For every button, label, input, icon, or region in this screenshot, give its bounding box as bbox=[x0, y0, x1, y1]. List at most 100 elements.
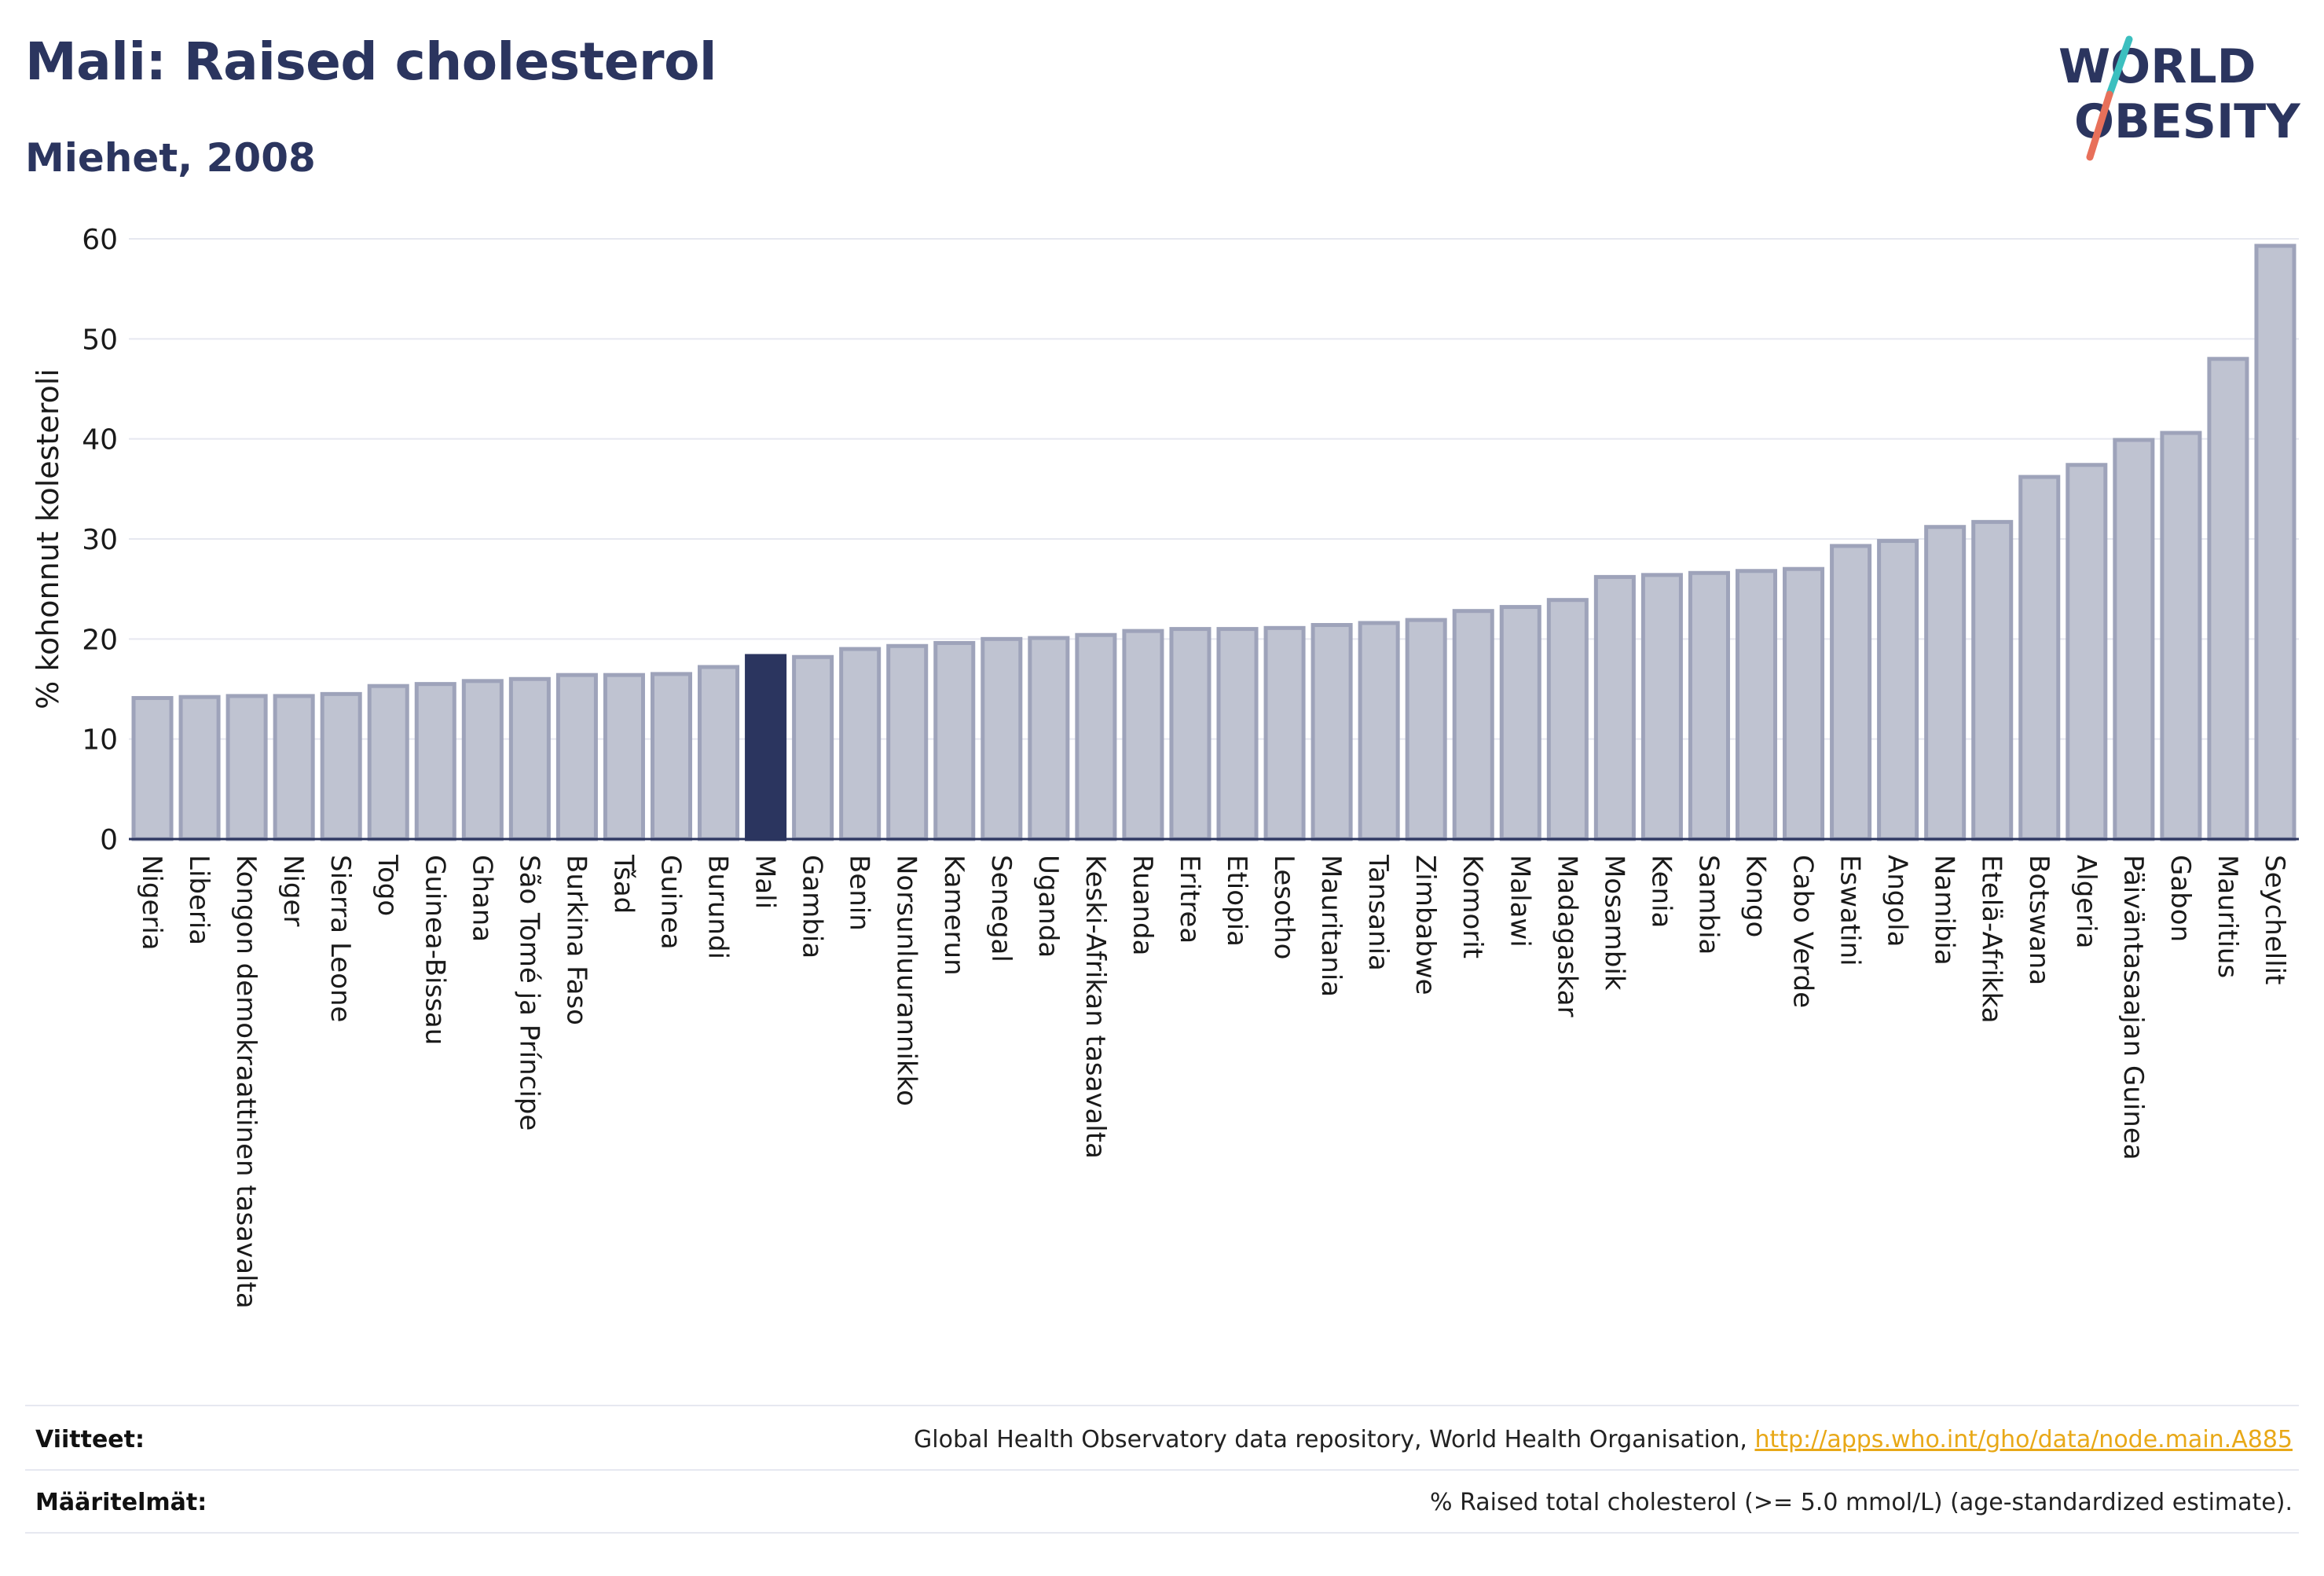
bar-gambia bbox=[792, 654, 834, 841]
footer-divider-middle bbox=[25, 1469, 2299, 1471]
bar-mosambik bbox=[1593, 574, 1636, 841]
bar-mali bbox=[745, 654, 787, 841]
bar-norsunluurannikko bbox=[886, 643, 929, 841]
x-tick-label: Eritrea bbox=[1174, 855, 1205, 944]
bar-burundi bbox=[698, 665, 740, 841]
y-axis-ticks: 0 10 20 30 40 50 60 bbox=[82, 224, 118, 856]
footer-divider-top bbox=[25, 1405, 2299, 1406]
sources-label: Viitteet: bbox=[35, 1426, 145, 1453]
x-tick-label: Kongon demokraattinen tasavalta bbox=[230, 855, 262, 1309]
x-tick-label: Päiväntasaajan Guinea bbox=[2117, 855, 2149, 1160]
bar-kongon-demokraattinen-tasavalta bbox=[225, 694, 268, 841]
x-tick-label: Mosambik bbox=[1598, 855, 1629, 991]
x-tick-label: Ghana bbox=[466, 855, 497, 942]
x-tick-label: Togo bbox=[372, 854, 403, 916]
x-tick-label: Algeria bbox=[2070, 855, 2102, 948]
y-tick-label: 40 bbox=[82, 424, 118, 456]
bar-senegal bbox=[981, 636, 1023, 841]
x-tick-label: Sambia bbox=[1692, 855, 1724, 955]
logo-slash-top bbox=[2106, 35, 2133, 98]
bar-sierra-leone bbox=[320, 691, 362, 841]
x-tick-label: Namibia bbox=[1929, 855, 1960, 966]
x-tick-label: Kongo bbox=[1740, 855, 1772, 937]
bar-guinea-bissau bbox=[414, 682, 456, 841]
bar-liberia bbox=[178, 695, 221, 841]
bar-uganda bbox=[1028, 636, 1070, 841]
bar-lesotho bbox=[1263, 625, 1306, 841]
bar-niger bbox=[273, 694, 315, 841]
sources-description: Global Health Observatory data repositor… bbox=[914, 1426, 1755, 1453]
bar-malawi bbox=[1499, 605, 1541, 841]
bar-algeria bbox=[2066, 463, 2108, 841]
x-axis-ticks: Nigeria Liberia Kongon demokraattinen tasa… bbox=[136, 854, 2290, 1309]
bar-burkina-faso bbox=[555, 673, 598, 841]
x-tick-label: São Tomé ja Príncipe bbox=[513, 855, 544, 1131]
x-tick-label: Etiopia bbox=[1221, 855, 1252, 947]
bar-seychellit bbox=[2254, 244, 2297, 841]
y-tick-label: 50 bbox=[82, 324, 118, 356]
bar-togo bbox=[367, 684, 409, 841]
x-tick-label: Kenia bbox=[1645, 855, 1677, 928]
bar-tansania bbox=[1358, 621, 1400, 841]
bar-sambia bbox=[1688, 570, 1730, 841]
bar-eswatini bbox=[1830, 544, 1872, 841]
bar-mauritius bbox=[2207, 357, 2249, 841]
y-tick-label: 30 bbox=[82, 524, 118, 556]
world-obesity-logo: WORLD OBESITY bbox=[2058, 35, 2301, 161]
x-tick-label: Kamerun bbox=[938, 855, 970, 976]
x-tick-label: Senegal bbox=[985, 855, 1017, 962]
x-tick-label: Niger bbox=[277, 855, 309, 926]
x-tick-label: Cabo Verde bbox=[1787, 855, 1819, 1008]
x-tick-label: Eswatini bbox=[1835, 855, 1866, 966]
x-tick-label: Seychellit bbox=[2259, 855, 2290, 984]
x-tick-label: Malawi bbox=[1504, 855, 1535, 947]
x-tick-label: Burkina Faso bbox=[560, 855, 592, 1025]
bar-ruanda bbox=[1122, 629, 1164, 841]
sources-text: Global Health Observatory data repositor… bbox=[914, 1426, 2293, 1453]
bar-gabon bbox=[2160, 431, 2202, 841]
bar-namibia bbox=[1924, 525, 1967, 841]
x-tick-label: Lesotho bbox=[1268, 855, 1299, 959]
bar-angola bbox=[1877, 539, 1919, 841]
x-tick-label: Liberia bbox=[183, 855, 214, 945]
chart-title: Mali: Raised cholesterol bbox=[25, 31, 717, 92]
x-tick-label: Tansania bbox=[1362, 854, 1394, 971]
y-tick-label: 0 bbox=[100, 824, 118, 856]
definitions-label: Määritelmät: bbox=[35, 1489, 207, 1516]
x-tick-label: Keski-Afrikan tasavalta bbox=[1080, 855, 1111, 1159]
sources-link[interactable]: http://apps.who.int/gho/data/node.main.A… bbox=[1754, 1426, 2293, 1453]
logo-line2: OBESITY bbox=[2074, 94, 2301, 149]
bar-madagaskar bbox=[1546, 598, 1589, 841]
x-tick-label: Zimbabwe bbox=[1409, 855, 1441, 995]
logo-line1: WORLD bbox=[2058, 39, 2256, 94]
bar-kenia bbox=[1640, 573, 1683, 841]
logo-slash-bottom bbox=[2086, 90, 2113, 161]
x-tick-label: Mali bbox=[750, 855, 781, 909]
x-tick-label: Norsunluurannikko bbox=[891, 855, 922, 1106]
x-tick-label: Tšad bbox=[607, 854, 639, 914]
bars bbox=[131, 244, 2297, 841]
y-tick-label: 60 bbox=[82, 224, 118, 256]
x-tick-label: Gambia bbox=[797, 855, 828, 958]
bar-eritrea bbox=[1169, 627, 1211, 841]
x-tick-label: Madagaskar bbox=[1551, 855, 1582, 1017]
definitions-text: % Raised total cholesterol (>= 5.0 mmol/… bbox=[1430, 1489, 2293, 1516]
bar-mauritania bbox=[1310, 623, 1353, 841]
bar-etel-afrikka bbox=[1971, 519, 2014, 841]
bar-keski-afrikan-tasavalta bbox=[1075, 632, 1117, 841]
x-tick-label: Gabon bbox=[2165, 855, 2196, 942]
x-tick-label: Uganda bbox=[1032, 855, 1064, 958]
bar-botswana bbox=[2018, 475, 2061, 841]
x-tick-label: Angola bbox=[1882, 855, 1913, 947]
x-tick-label: Ruanda bbox=[1127, 855, 1158, 955]
x-tick-label: Etelä-Afrikka bbox=[1976, 855, 2007, 1024]
x-tick-label: Mauritius bbox=[2212, 855, 2243, 978]
x-tick-label: Guinea bbox=[655, 855, 687, 950]
bar-ghana bbox=[461, 679, 504, 841]
bar-benin bbox=[839, 647, 882, 841]
x-tick-label: Guinea-Bissau bbox=[419, 855, 450, 1045]
bar-s-o-tom-ja-pr-ncipe bbox=[508, 676, 551, 841]
bar-zimbabwe bbox=[1405, 618, 1447, 841]
x-tick-label: Nigeria bbox=[136, 855, 167, 951]
y-axis-label: % kohonnut kolesteroli bbox=[31, 368, 65, 709]
